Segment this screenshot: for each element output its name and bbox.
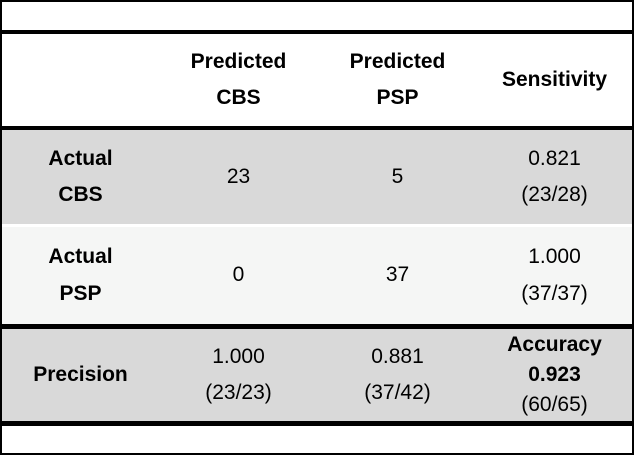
precision-psp-value: 0.881 xyxy=(371,344,424,368)
table-row-actual-psp: Actual PSP 0 37 1.000 (37/37) xyxy=(2,227,632,324)
value-psp-misclassified: 0 xyxy=(232,263,245,287)
row-label-actual-cbs-line1: Actual xyxy=(48,146,113,170)
sensitivity-cbs-value: 0.821 xyxy=(528,146,581,170)
top-margin-row xyxy=(2,2,632,30)
sensitivity-cbs-fraction: (23/28) xyxy=(521,183,588,206)
cell-sensitivity-cbs: 0.821 (23/28) xyxy=(477,130,632,224)
table-row-precision: Precision 1.000 (23/23) 0.881 (37/42) Ac… xyxy=(2,329,632,421)
row-label-precision-text: Precision xyxy=(33,362,128,386)
row-label-actual-psp: Actual PSP xyxy=(2,227,159,324)
cell-sensitivity-psp: 1.000 (37/37) xyxy=(477,227,632,324)
body-footer-rule xyxy=(2,324,632,329)
cell-actual-psp-predicted-psp: 37 xyxy=(318,227,477,324)
header-sensitivity-label: Sensitivity xyxy=(501,67,608,91)
row-label-precision: Precision xyxy=(2,329,159,421)
sensitivity-psp-value: 1.000 xyxy=(528,245,581,269)
sensitivity-psp-fraction: (37/37) xyxy=(521,281,588,305)
value-true-positive-psp: 37 xyxy=(385,263,410,287)
value-cbs-misclassified: 5 xyxy=(391,164,404,188)
top-thick-rule xyxy=(2,30,632,34)
precision-cbs-fraction: (23/23) xyxy=(205,381,272,404)
precision-psp-fraction: (37/42) xyxy=(364,381,431,404)
table-header-row: Predicted CBS Predicted PSP Sensitivity xyxy=(2,34,632,126)
cell-precision-psp: 0.881 (37/42) xyxy=(318,329,477,421)
header-predicted-psp-line1: Predicted xyxy=(349,49,446,73)
header-body-rule xyxy=(2,126,632,130)
row-label-actual-cbs: Actual CBS xyxy=(2,130,159,224)
header-corner-cell xyxy=(2,34,159,126)
header-sensitivity: Sensitivity xyxy=(477,34,632,126)
bottom-thick-rule xyxy=(2,421,632,426)
cell-actual-cbs-predicted-cbs: 23 xyxy=(159,130,318,224)
table-row-actual-cbs: Actual CBS 23 5 0.821 (23/28) xyxy=(2,130,632,224)
accuracy-label: Accuracy xyxy=(507,333,602,357)
row-label-actual-psp-line2: PSP xyxy=(59,281,102,305)
row-divider-gap xyxy=(2,224,632,227)
cell-accuracy: Accuracy 0.923 (60/65) xyxy=(477,329,632,421)
value-true-positive-cbs: 23 xyxy=(226,164,251,188)
header-predicted-psp: Predicted PSP xyxy=(318,34,477,126)
cell-actual-cbs-predicted-psp: 5 xyxy=(318,130,477,224)
header-predicted-psp-line2: PSP xyxy=(376,86,419,109)
bottom-margin-row xyxy=(2,426,632,453)
row-label-actual-cbs-line2: CBS xyxy=(58,183,103,206)
cell-precision-cbs: 1.000 (23/23) xyxy=(159,329,318,421)
header-predicted-cbs: Predicted CBS xyxy=(159,34,318,126)
accuracy-fraction: (60/65) xyxy=(521,392,588,416)
accuracy-value: 0.923 xyxy=(528,363,581,387)
header-predicted-cbs-line2: CBS xyxy=(216,86,261,109)
row-label-actual-psp-line1: Actual xyxy=(48,245,113,269)
header-predicted-cbs-line1: Predicted xyxy=(190,49,287,73)
precision-cbs-value: 1.000 xyxy=(212,344,265,368)
cell-actual-psp-predicted-cbs: 0 xyxy=(159,227,318,324)
